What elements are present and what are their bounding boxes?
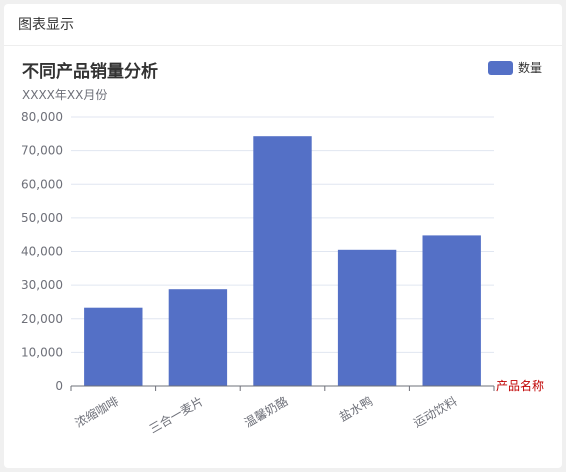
legend-label: 数量 bbox=[518, 60, 542, 75]
chart-subtitle: XXXX年XX月份 bbox=[22, 88, 107, 102]
chart-title: 不同产品销量分析 bbox=[22, 61, 158, 82]
card-title: 图表显示 bbox=[18, 17, 74, 33]
legend[interactable]: 数量 bbox=[488, 60, 542, 75]
y-tick-label: 50,000 bbox=[21, 211, 63, 225]
bar-4[interactable] bbox=[337, 249, 397, 386]
y-tick-label: 80,000 bbox=[21, 110, 63, 124]
y-tick-label: 30,000 bbox=[21, 278, 63, 292]
y-tick-label: 60,000 bbox=[21, 177, 63, 191]
bar-5[interactable] bbox=[422, 235, 481, 386]
y-tick-label: 10,000 bbox=[21, 345, 63, 359]
bars bbox=[84, 136, 481, 386]
x-tick-labels: 浓缩咖啡 三合一麦片 温馨奶酪 盐水鸭 运动饮料 bbox=[72, 393, 459, 436]
card-header: 图表显示 bbox=[4, 4, 562, 46]
y-tick-label: 40,000 bbox=[21, 245, 63, 259]
y-tick-label: 0 bbox=[55, 379, 63, 393]
x-tick-label: 浓缩咖啡 bbox=[72, 393, 121, 430]
legend-swatch bbox=[488, 61, 513, 75]
y-tick-label: 20,000 bbox=[21, 312, 63, 326]
bar-1[interactable] bbox=[84, 307, 143, 386]
bar-3[interactable] bbox=[253, 136, 312, 386]
x-tick-label: 运动饮料 bbox=[411, 394, 460, 430]
y-tick-label: 70,000 bbox=[21, 144, 63, 158]
x-axis-name: 产品名称 bbox=[496, 378, 544, 393]
x-axis bbox=[70, 385, 495, 391]
x-tick-label: 温馨奶酪 bbox=[241, 393, 290, 430]
bar-2[interactable] bbox=[168, 289, 228, 386]
y-tick-labels: 0 10,000 20,000 30,000 40,000 50,000 60,000 70,… bbox=[21, 110, 63, 393]
x-tick-label: 三合一麦片 bbox=[146, 393, 205, 436]
x-tick-label: 盐水鸭 bbox=[337, 394, 375, 424]
